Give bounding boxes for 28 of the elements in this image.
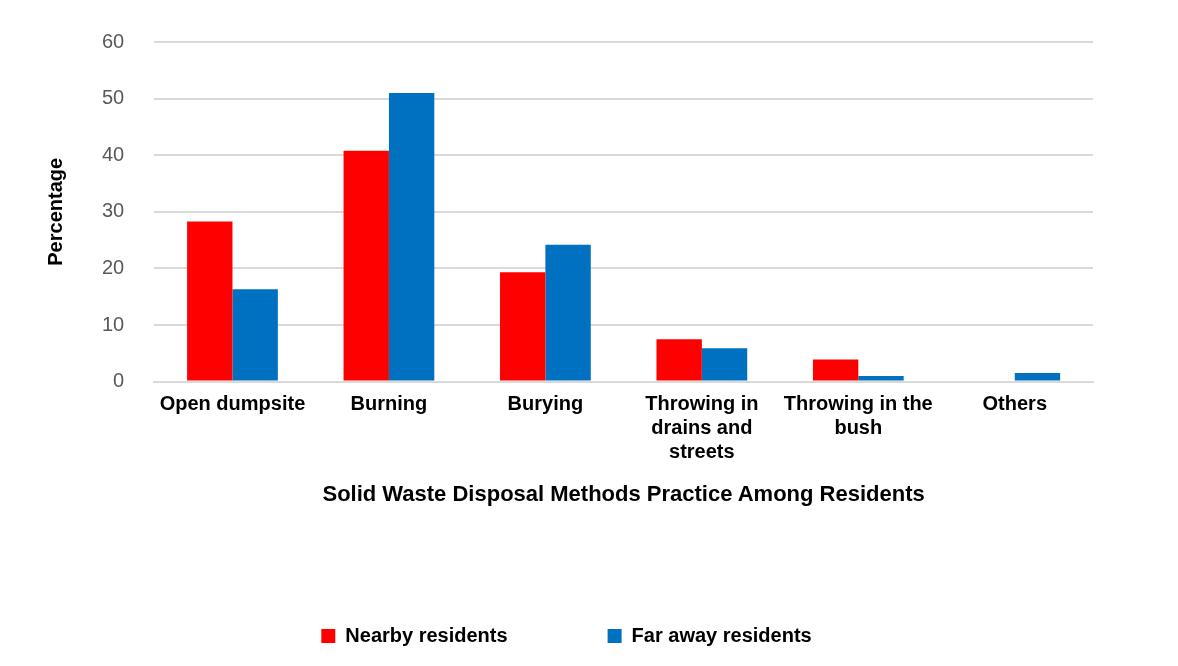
bar [656, 339, 702, 381]
y-axis-title: Percentage [43, 157, 66, 266]
y-tick-label: 10 [102, 312, 125, 335]
bar [388, 92, 435, 381]
y-tick-label: 60 [102, 29, 125, 52]
bar [232, 289, 278, 381]
y-tick-label: 50 [102, 86, 125, 109]
bar [187, 221, 233, 381]
x-tick-label: Throwing in drains and streets [645, 392, 759, 463]
bar [701, 348, 748, 381]
bar [500, 272, 546, 381]
bar [1014, 373, 1061, 381]
x-axis-title: Solid Waste Disposal Methods Practice Among Residents [322, 480, 925, 506]
y-tick-label: 40 [102, 142, 125, 165]
legend-label: Nearby residents [345, 623, 508, 646]
legend-label: Far away residents [631, 623, 812, 646]
x-tick-label: Open dumpsite [159, 392, 306, 415]
x-tick-label: Burying [507, 392, 584, 415]
y-tick-label: 30 [102, 199, 125, 222]
bar [858, 375, 904, 381]
bar [343, 150, 389, 381]
x-tick-label: Burning [350, 392, 428, 415]
y-tick-label: 20 [102, 255, 125, 278]
y-tick-label: 0 [113, 369, 125, 392]
x-tick-label: Others [982, 392, 1047, 415]
bar [545, 244, 591, 381]
x-tick-label: Throwing in the bush [783, 392, 933, 439]
bar [812, 359, 859, 381]
